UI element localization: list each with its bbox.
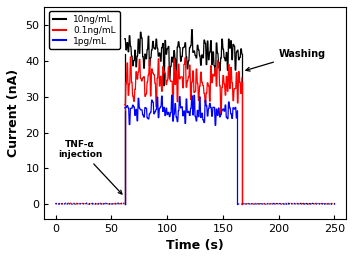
X-axis label: Time (s): Time (s) [166,239,224,252]
Text: Washing: Washing [246,49,326,71]
Legend: 10ng/mL, 0.1ng/mL, 1pg/mL: 10ng/mL, 0.1ng/mL, 1pg/mL [49,11,120,49]
Y-axis label: Current (nA): Current (nA) [7,69,20,157]
Text: TNF-α
injection: TNF-α injection [58,140,122,194]
